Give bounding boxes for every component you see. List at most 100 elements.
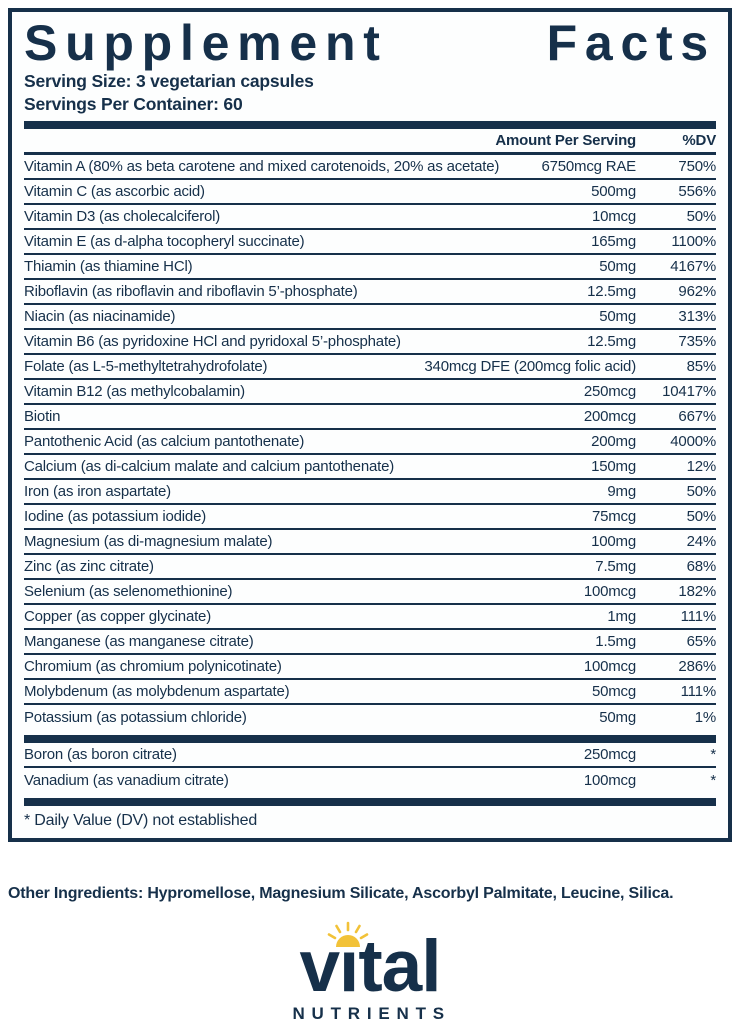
nutrient-name: Vitamin B6 (as pyridoxine HCl and pyrido… (24, 332, 401, 350)
brand-subtitle: NUTRIENTS (292, 1004, 451, 1023)
table-row: Copper (as copper glycinate) 1mg 111% (24, 605, 716, 630)
nutrient-name: Niacin (as niacinamide) (24, 307, 176, 325)
table-row: Potassium (as potassium chloride) 50mg 1… (24, 705, 716, 730)
brand-text: vital (299, 926, 441, 1007)
table-row: Vitamin B12 (as methylcobalamin) 250mcg … (24, 380, 716, 405)
serving-size: Serving Size: 3 vegetarian capsules (24, 71, 314, 91)
brand-logo: vital NUTRIENTS (0, 921, 740, 1024)
nutrient-name: Chromium (as chromium polynicotinate) (24, 657, 282, 675)
table-row: Vitamin D3 (as cholecalciferol) 10mcg 50… (24, 205, 716, 230)
nutrient-rows-secondary: Boron (as boron citrate) 250mcg * Vanadi… (24, 743, 716, 793)
nutrient-name: Vitamin A (80% as beta carotene and mixe… (24, 157, 500, 175)
table-row: Calcium (as di-calcium malate and calciu… (24, 455, 716, 480)
amount-value: 100mcg (583, 657, 636, 675)
amount-value: 10mcg (591, 207, 636, 225)
nutrient-name: Vitamin B12 (as methylcobalamin) (24, 382, 245, 400)
amount-value: 340mcg DFE (200mcg folic acid) (424, 357, 636, 375)
dv-value: 24% (686, 532, 717, 550)
dv-value: 667% (678, 407, 716, 425)
amount-value: 165mg (591, 232, 636, 250)
dv-value: 50% (686, 207, 717, 225)
nutrient-name: Riboflavin (as riboflavin and riboflavin… (24, 282, 358, 300)
amount-value: 50mg (599, 307, 636, 325)
dv-value: 4167% (670, 257, 716, 275)
nutrient-name: Iron (as iron aspartate) (24, 482, 171, 500)
nutrient-name: Calcium (as di-calcium malate and calciu… (24, 457, 395, 475)
dv-value: * (710, 771, 716, 789)
supplement-facts-panel: Supplement Facts Serving Size: 3 vegetari… (8, 8, 732, 842)
dv-value: 65% (686, 632, 717, 650)
dv-value: 1% (694, 708, 716, 726)
amount-value: 50mg (599, 257, 636, 275)
amount-value: 150mg (591, 457, 636, 475)
nutrient-name: Vitamin E (as d-alpha tocopheryl succina… (24, 232, 305, 250)
nutrient-name: Vanadium (as vanadium citrate) (24, 771, 229, 789)
amount-value: 250mcg (583, 745, 636, 763)
amount-value: 7.5mg (595, 557, 636, 575)
dv-value: 735% (678, 332, 716, 350)
header-amount-per-serving: Amount Per Serving (495, 131, 636, 149)
servings-per-container: Servings Per Container: 60 (24, 93, 243, 114)
daily-value-footnote: * Daily Value (DV) not established (24, 811, 258, 829)
nutrient-name: Folate (as L-5-methyltetrahydrofolate) (24, 357, 268, 375)
dv-value: 68% (686, 557, 717, 575)
table-row: Boron (as boron citrate) 250mcg * (24, 743, 716, 768)
dv-value: 750% (678, 157, 716, 175)
divider-bar-middle (24, 734, 716, 743)
dv-value: 182% (678, 582, 716, 600)
table-row: Riboflavin (as riboflavin and riboflavin… (24, 280, 716, 305)
dv-value: 4000% (670, 432, 716, 450)
divider-bar-top (24, 120, 716, 129)
amount-value: 12.5mg (587, 332, 636, 350)
table-row: Chromium (as chromium polynicotinate) 10… (24, 655, 716, 680)
nutrient-rows-main: Vitamin A (80% as beta carotene and mixe… (24, 155, 716, 730)
amount-value: 100mg (591, 532, 636, 550)
dv-value: 556% (678, 182, 716, 200)
table-row: Iodine (as potassium iodide) 75mcg 50% (24, 505, 716, 530)
nutrient-name: Magnesium (as di-magnesium malate) (24, 532, 273, 550)
sun-icon (328, 921, 369, 947)
table-row: Thiamin (as thiamine HCl) 50mg 4167% (24, 255, 716, 280)
dv-value: 50% (686, 507, 717, 525)
dv-value: 111% (680, 682, 717, 700)
table-row: Biotin 200mcg 667% (24, 405, 716, 430)
amount-value: 100mcg (583, 771, 636, 789)
amount-value: 9mg (607, 482, 636, 500)
nutrient-name: Vitamin C (as ascorbic acid) (24, 182, 205, 200)
header-percent-dv: %DV (682, 131, 716, 149)
amount-value: 200mcg (583, 407, 636, 425)
dv-value: 111% (680, 607, 717, 625)
table-row: Selenium (as selenomethionine) 100mcg 18… (24, 580, 716, 605)
table-row: Folate (as L-5-methyltetrahydrofolate) 3… (24, 355, 716, 380)
nutrient-name: Selenium (as selenomethionine) (24, 582, 233, 600)
nutrient-name: Molybdenum (as molybdenum aspartate) (24, 682, 290, 700)
amount-value: 6750mcg RAE (541, 157, 636, 175)
nutrient-name: Pantothenic Acid (as calcium pantothenat… (24, 432, 305, 450)
dv-value: 85% (686, 357, 717, 375)
table-row: Pantothenic Acid (as calcium pantothenat… (24, 430, 716, 455)
nutrient-name: Vitamin D3 (as cholecalciferol) (24, 207, 221, 225)
amount-value: 1.5mg (595, 632, 636, 650)
dv-value: * (710, 745, 716, 763)
amount-value: 50mg (599, 708, 636, 726)
amount-value: 200mg (591, 432, 636, 450)
table-row: Zinc (as zinc citrate) 7.5mg 68% (24, 555, 716, 580)
table-row: Molybdenum (as molybdenum aspartate) 50m… (24, 680, 716, 705)
nutrient-name: Zinc (as zinc citrate) (24, 557, 154, 575)
table-row: Niacin (as niacinamide) 50mg 313% (24, 305, 716, 330)
table-row: Manganese (as manganese citrate) 1.5mg 6… (24, 630, 716, 655)
table-row: Vitamin A (80% as beta carotene and mixe… (24, 155, 716, 180)
nutrient-name: Potassium (as potassium chloride) (24, 708, 247, 726)
amount-value: 250mcg (583, 382, 636, 400)
nutrient-name: Manganese (as manganese citrate) (24, 632, 254, 650)
panel-title: Supplement Facts (24, 15, 716, 71)
dv-value: 10417% (662, 382, 716, 400)
dv-value: 286% (678, 657, 716, 675)
nutrient-name: Boron (as boron citrate) (24, 745, 177, 763)
divider-bar-bottom (24, 797, 716, 806)
table-row: Iron (as iron aspartate) 9mg 50% (24, 480, 716, 505)
amount-value: 75mcg (591, 507, 636, 525)
dv-value: 50% (686, 482, 717, 500)
nutrient-name: Copper (as copper glycinate) (24, 607, 211, 625)
dv-value: 313% (678, 307, 716, 325)
